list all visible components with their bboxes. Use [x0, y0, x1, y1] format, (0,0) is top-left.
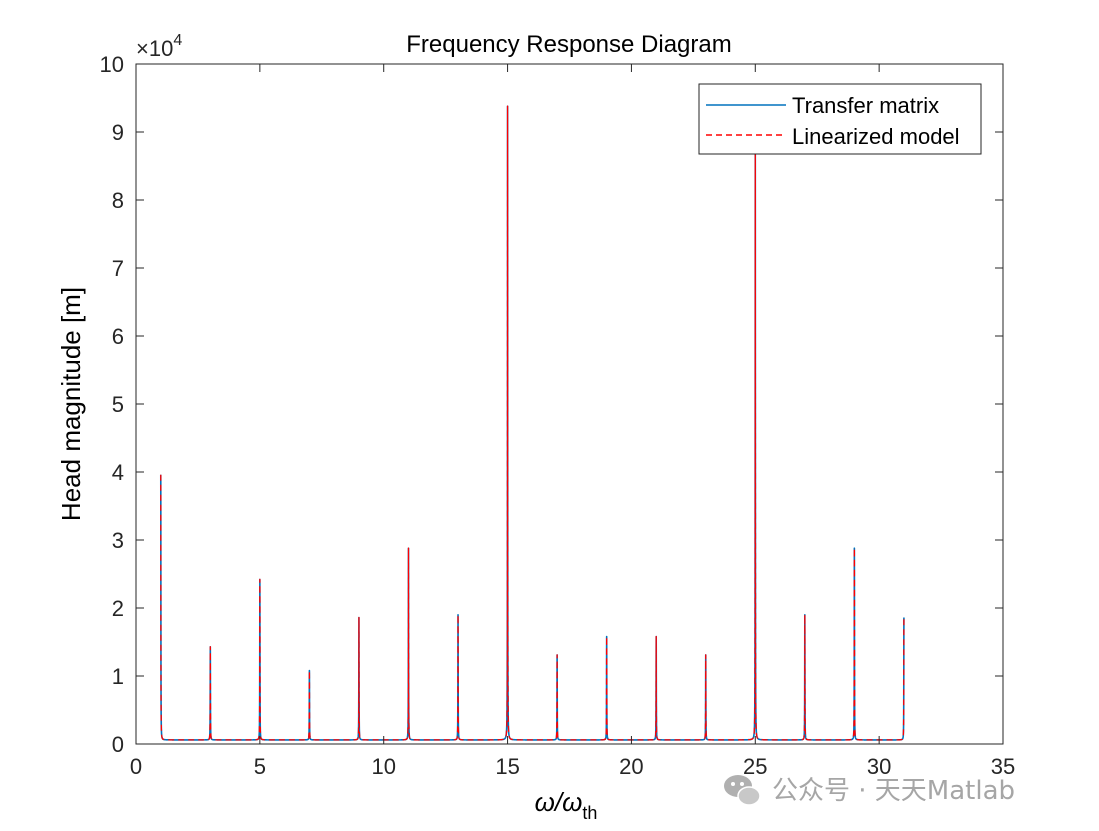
- x-axis-label-main: ω/ω: [535, 787, 583, 817]
- wechat-icon: [724, 775, 761, 806]
- legend-box: [698, 83, 982, 155]
- y-tick-label: 6: [112, 324, 124, 349]
- y-tick-label: 1: [112, 664, 124, 689]
- y-multiplier: ×104: [136, 32, 182, 61]
- y-tick-label: 4: [112, 460, 124, 485]
- y-tick-label: 0: [112, 732, 124, 757]
- plot-background: [136, 64, 1003, 744]
- chart-title: Frequency Response Diagram: [406, 31, 732, 58]
- y-tick-label: 8: [112, 188, 124, 213]
- legend-label-linearized-model: Linearized model: [792, 124, 960, 149]
- x-tick-label: 30: [867, 754, 891, 779]
- y-tick-label: 10: [100, 52, 124, 77]
- legend-label-transfer-matrix: Transfer matrix: [792, 93, 939, 118]
- x-tick-label: 25: [743, 754, 767, 779]
- y-multiplier-base: ×10: [136, 36, 173, 61]
- x-tick-label: 15: [495, 754, 519, 779]
- y-multiplier-exponent: 4: [173, 32, 182, 49]
- y-tick-label: 3: [112, 528, 124, 553]
- x-axis-label: ω/ωth: [535, 787, 598, 823]
- x-tick-label: 5: [254, 754, 266, 779]
- x-tick-label: 20: [619, 754, 643, 779]
- x-axis-label-sub: th: [582, 803, 597, 823]
- watermark-text: 公众号 · 天天Matlab: [772, 776, 1015, 806]
- watermark: 公众号 · 天天Matlab: [724, 775, 1015, 806]
- ticks-layer: 0 5 10 15 20 25 30 35 0 1 2 3 4 5 6 7 8 9 10: [100, 52, 1016, 779]
- y-tick-label: 9: [112, 120, 124, 145]
- y-tick-label: 7: [112, 256, 124, 281]
- series-layer: [159, 105, 905, 741]
- x-tick-label: 10: [371, 754, 395, 779]
- y-tick-label: 5: [112, 392, 124, 417]
- y-tick-label: 2: [112, 596, 124, 621]
- y-axis-label: Head magnitude [m]: [56, 287, 86, 521]
- x-tick-label: 0: [130, 754, 142, 779]
- legend: Transfer matrix Linearized model: [698, 83, 982, 155]
- x-tick-label: 35: [991, 754, 1015, 779]
- series-linearized-model-line: [160, 105, 905, 741]
